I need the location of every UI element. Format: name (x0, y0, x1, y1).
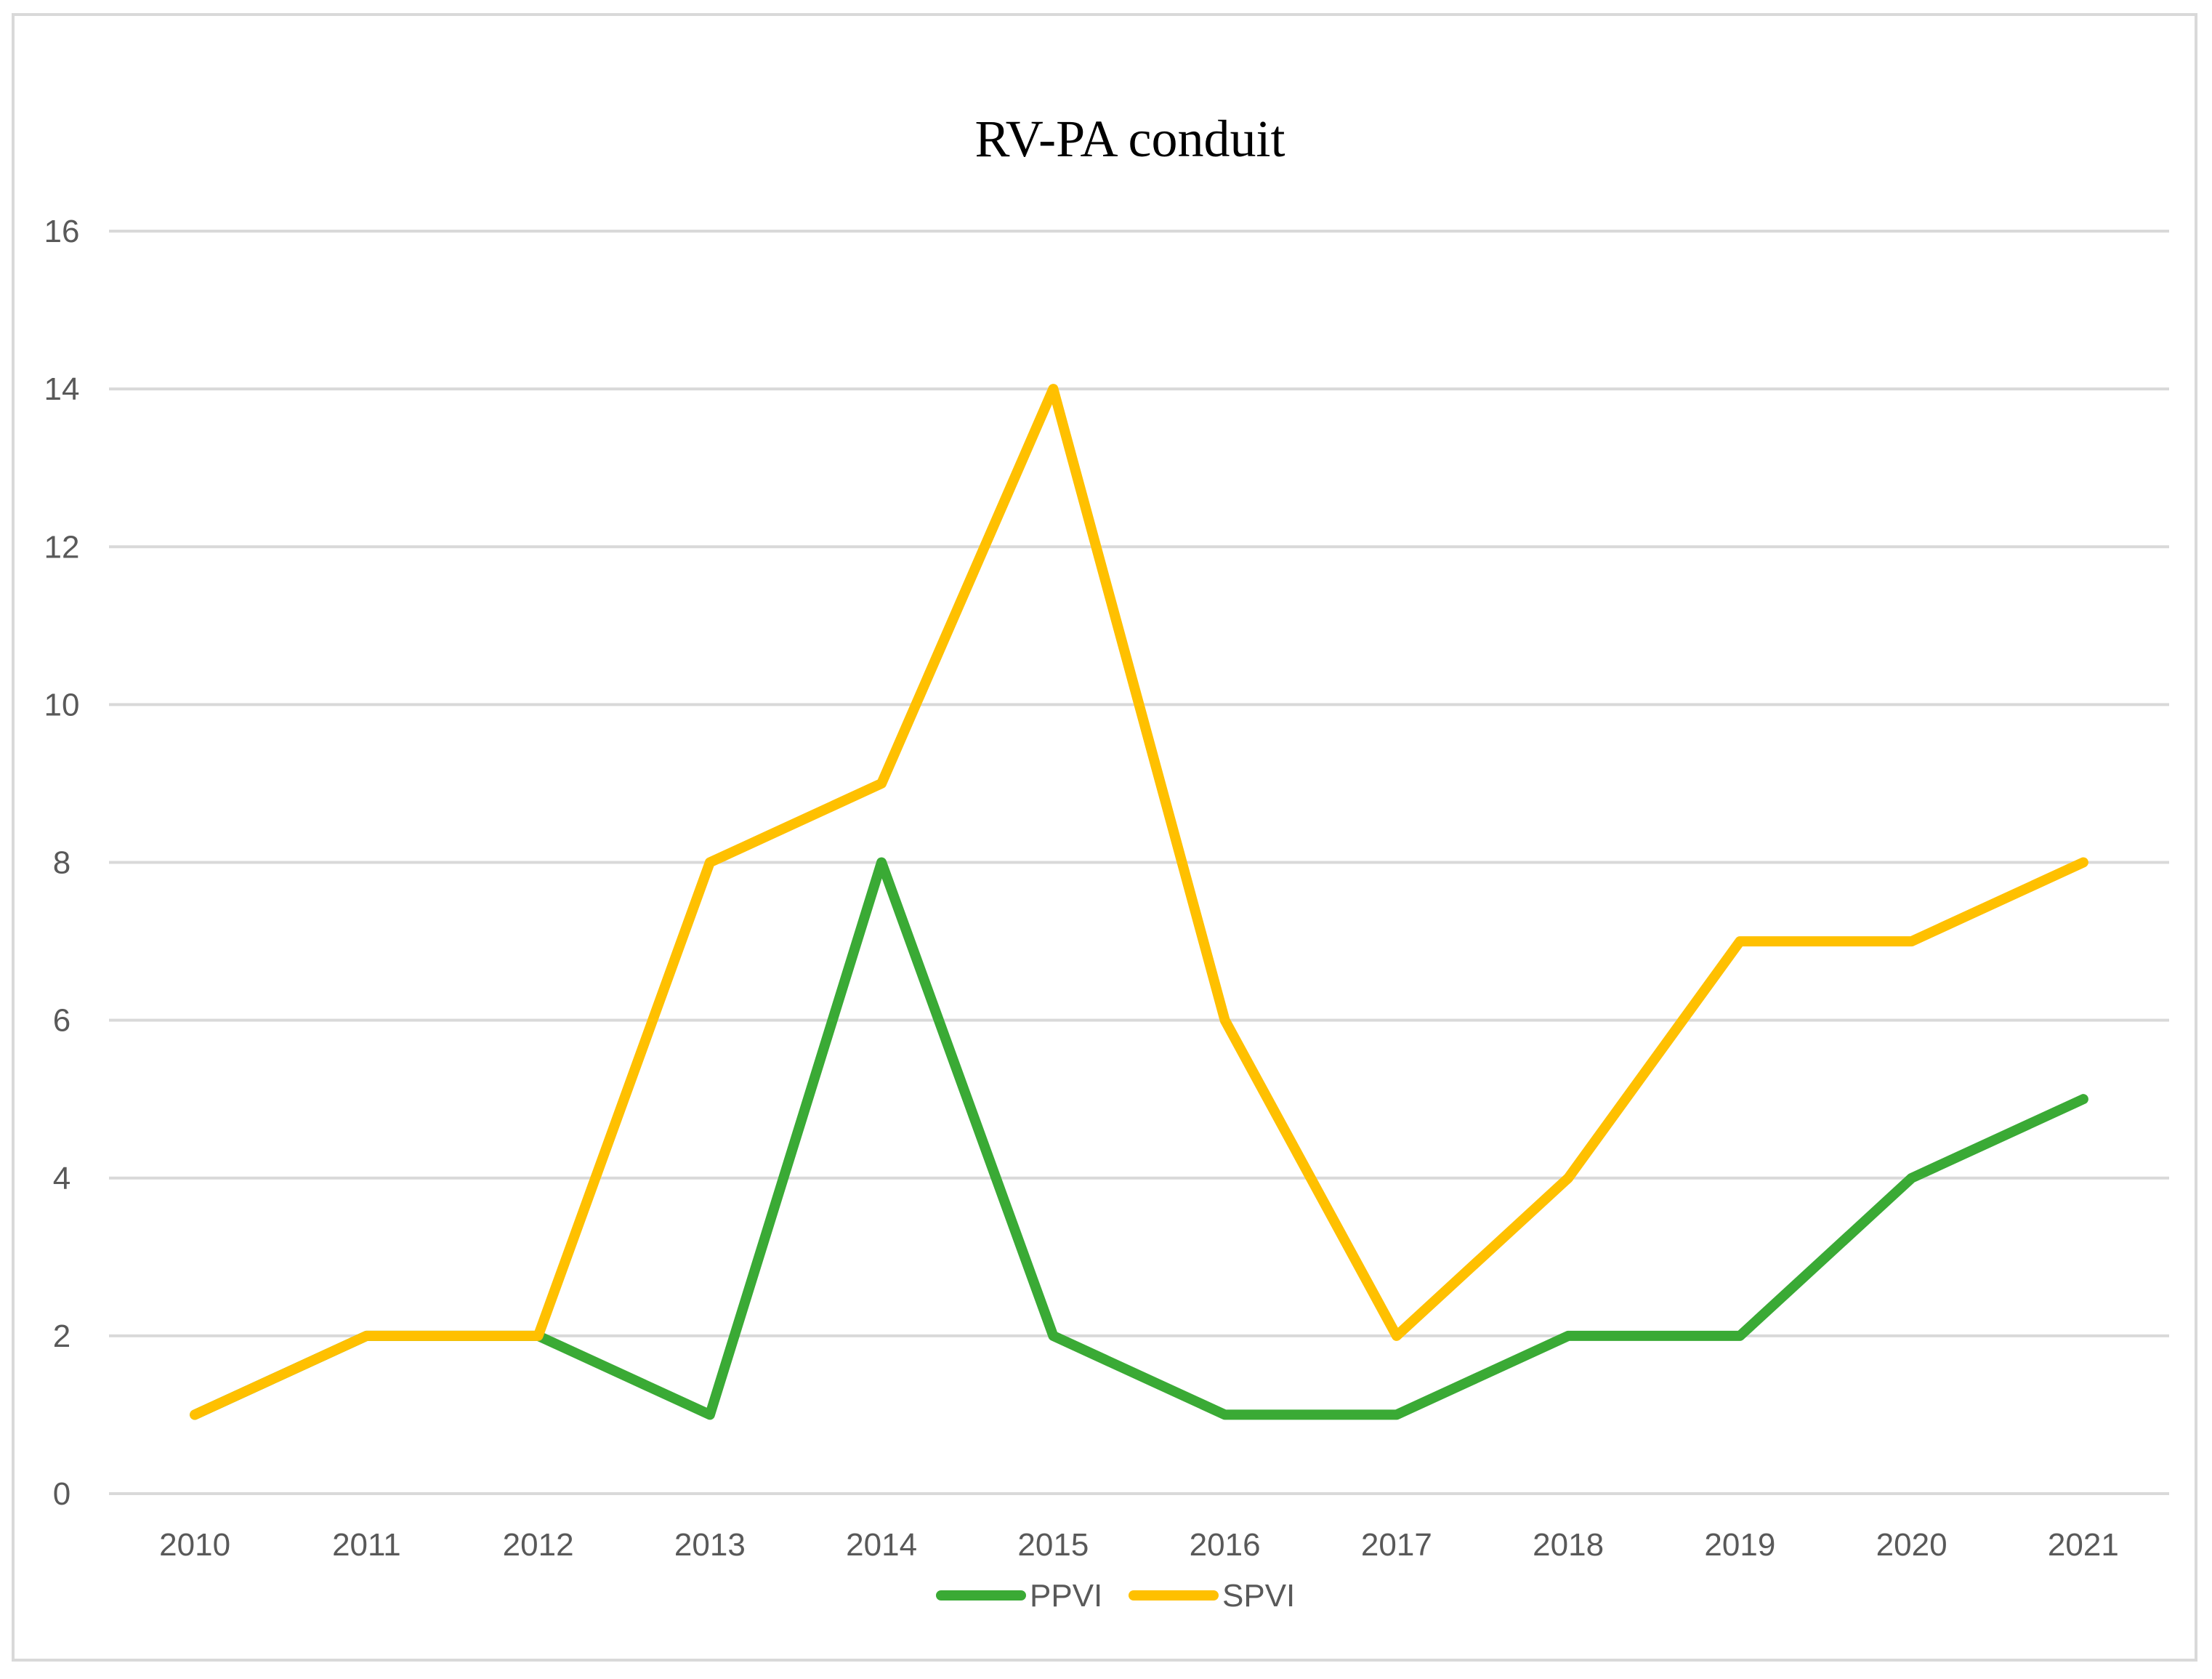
x-tick-label: 2013 (674, 1527, 746, 1563)
x-tick-label: 2015 (1017, 1527, 1089, 1563)
chart-title: RV-PA conduit (974, 110, 1285, 168)
x-axis-tick-labels: 2010 2011 2012 2013 2014 2015 2016 2017 2018 2019… (159, 1527, 2119, 1563)
y-tick-label: 0 (53, 1476, 70, 1512)
series-line-spvi (190, 384, 2088, 1420)
y-tick-label: 14 (44, 371, 80, 407)
y-tick-label: 16 (44, 214, 80, 249)
x-tick-label: 2010 (159, 1527, 230, 1563)
y-tick-label: 12 (44, 529, 80, 565)
y-tick-label: 6 (53, 1003, 70, 1039)
legend-label-spvi: SPVI (1222, 1578, 1295, 1614)
y-tick-label: 4 (53, 1161, 70, 1196)
legend-label-ppvi: PPVI (1030, 1578, 1102, 1614)
y-tick-label: 10 (44, 687, 80, 722)
y-tick-label: 2 (53, 1318, 70, 1354)
chart-frame (12, 13, 2197, 1662)
x-tick-label: 2020 (1876, 1527, 1947, 1563)
x-tick-label: 2012 (503, 1527, 574, 1563)
x-tick-label: 2014 (846, 1527, 917, 1563)
y-tick-label: 8 (53, 845, 70, 881)
x-tick-label: 2017 (1361, 1527, 1432, 1563)
x-tick-label: 2016 (1190, 1527, 1261, 1563)
gridlines (109, 230, 2169, 1495)
legend: PPVI SPVI (936, 1578, 1295, 1614)
series-lines (190, 384, 2088, 1420)
x-tick-label: 2018 (1533, 1527, 1604, 1563)
x-tick-label: 2011 (332, 1527, 401, 1563)
x-tick-label: 2021 (2048, 1527, 2119, 1563)
x-tick-label: 2019 (1704, 1527, 1775, 1563)
y-axis-tick-labels: 0 2 4 6 8 10 12 14 16 (44, 214, 80, 1512)
